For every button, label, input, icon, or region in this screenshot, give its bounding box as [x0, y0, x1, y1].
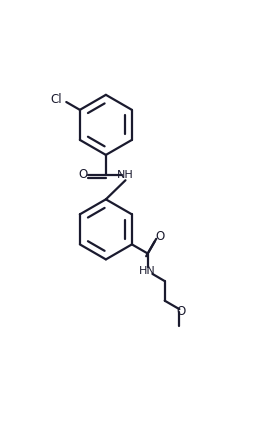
- Text: O: O: [155, 230, 165, 243]
- Text: NH: NH: [117, 169, 134, 179]
- Text: Cl: Cl: [50, 93, 62, 107]
- Text: O: O: [176, 305, 185, 318]
- Text: HN: HN: [139, 266, 156, 276]
- Text: O: O: [78, 168, 87, 181]
